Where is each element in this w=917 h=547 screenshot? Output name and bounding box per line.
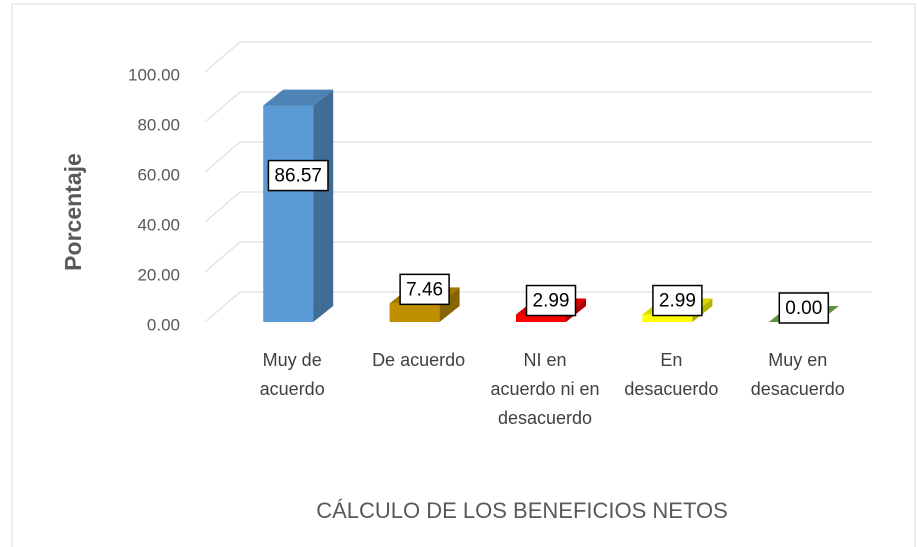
bar-front — [516, 314, 566, 322]
value-label-box — [399, 273, 450, 306]
value-label: 7.46 — [406, 279, 443, 300]
x-tick-label: NI en acuerdo ni en desacuerdo — [490, 350, 600, 428]
value-label: 0.00 — [785, 298, 822, 319]
value-label-box — [525, 284, 577, 317]
bar-front — [263, 105, 314, 322]
value-label-box — [778, 292, 830, 324]
grid-line — [204, 91, 872, 123]
y-tick-label: 20.00 — [137, 265, 180, 284]
y-axis-title: Porcentaje — [60, 153, 86, 271]
grid-line — [204, 141, 872, 173]
bar-top — [263, 89, 334, 106]
y-tick-label: 80.00 — [137, 115, 180, 134]
x-tick-label: En desacuerdo — [624, 350, 719, 399]
y-tick-label: 60.00 — [137, 165, 180, 184]
bar-front — [389, 303, 440, 322]
value-label: 2.99 — [659, 291, 696, 312]
grid-line — [204, 41, 872, 73]
x-tick-label: De acuerdo — [372, 350, 466, 370]
grid-line — [204, 191, 872, 223]
chart-border — [11, 3, 916, 547]
bar — [263, 89, 334, 322]
x-axis-title: CÁLCULO DE LOS BENEFICIOS NETOS — [316, 498, 728, 523]
y-tick-label: 100.00 — [128, 65, 180, 84]
bar-front — [642, 314, 693, 322]
x-tick-label: Muy de acuerdo — [259, 350, 325, 399]
value-label: 86.57 — [274, 166, 322, 187]
value-label-box — [267, 159, 329, 192]
value-label-box — [652, 284, 703, 317]
y-tick-label: 40.00 — [137, 215, 180, 234]
value-label: 2.99 — [533, 291, 570, 312]
grid-line — [204, 241, 872, 273]
bar-side — [313, 89, 334, 322]
x-tick-label: Muy en desacuerdo — [750, 350, 845, 399]
y-tick-label: 0.00 — [147, 315, 180, 334]
